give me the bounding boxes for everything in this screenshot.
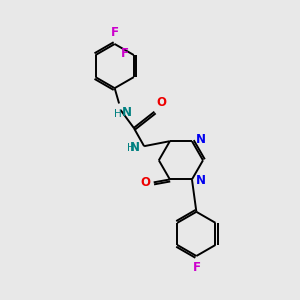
Text: F: F xyxy=(111,26,119,39)
Text: F: F xyxy=(192,261,200,274)
Text: H: H xyxy=(114,109,122,119)
Text: N: N xyxy=(196,133,206,146)
Text: N: N xyxy=(130,141,140,154)
Text: H: H xyxy=(127,142,135,153)
Text: N: N xyxy=(196,174,206,188)
Text: O: O xyxy=(140,176,150,189)
Text: O: O xyxy=(156,96,166,109)
Text: F: F xyxy=(121,47,128,60)
Text: N: N xyxy=(122,106,132,118)
